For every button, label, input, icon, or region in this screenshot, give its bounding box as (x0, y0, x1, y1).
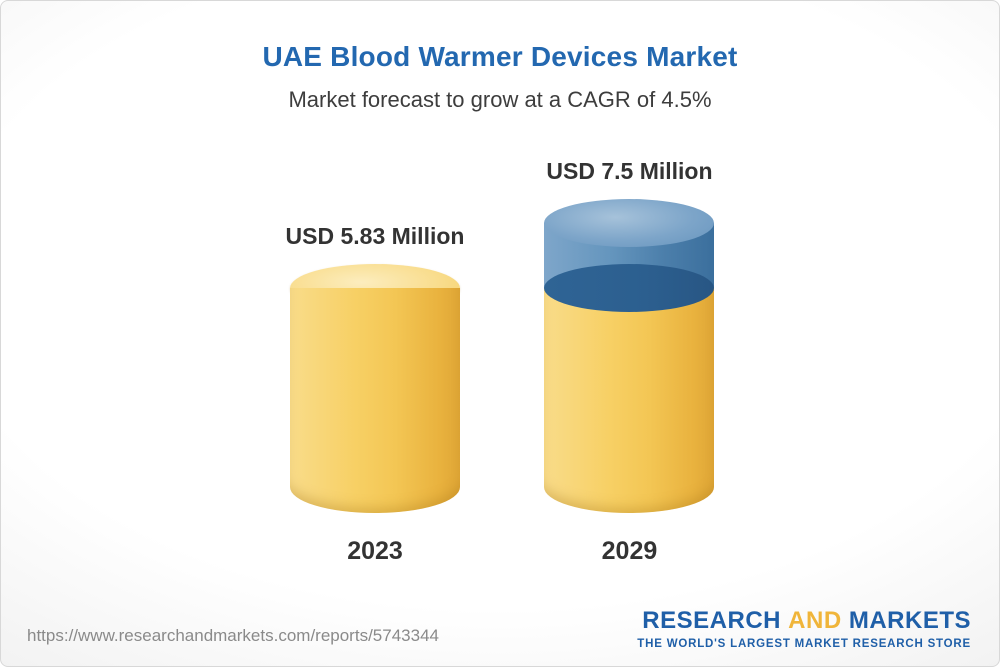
growth-segment-bottom-cap (544, 264, 715, 312)
logo-word-and: AND (788, 607, 842, 634)
logo-wordmark: RESEARCH AND MARKETS (637, 607, 971, 635)
cylinder-body-2023 (290, 288, 460, 513)
x-axis-label-2029: 2029 (601, 537, 658, 565)
bar-value-label-2023: USD 5.83 Million (285, 223, 465, 249)
logo-tagline: THE WORLD'S LARGEST MARKET RESEARCH STOR… (637, 638, 971, 650)
cylinder-bar-2029 (544, 199, 715, 513)
bar-value-label-2029: USD 7.5 Million (546, 158, 713, 184)
chart-header: UAE Blood Warmer Devices Market Market f… (1, 1, 999, 113)
logo-word-markets: MARKETS (848, 607, 971, 634)
research-and-markets-logo: RESEARCH AND MARKETS THE WORLD'S LARGEST… (637, 607, 971, 650)
chart-title: UAE Blood Warmer Devices Market (262, 41, 738, 72)
bar-group-2023: USD 5.83 Million 2023 (286, 223, 465, 566)
growth-segment-2029 (544, 199, 715, 312)
report-url: https://www.researchandmarkets.com/repor… (27, 626, 439, 645)
cylinder-body-2029 (544, 288, 715, 513)
growth-segment-top-cap (544, 199, 715, 247)
cylinder-bar-2023 (290, 264, 460, 513)
x-axis-label-2023: 2023 (347, 537, 403, 565)
logo-word-research: RESEARCH (642, 607, 781, 634)
bar-group-2029: USD 7.5 Million 2029 (544, 158, 715, 566)
bar-chart: USD 5.83 Million 2023 USD 7.5 Million 20… (1, 158, 999, 566)
base-segment-2029 (544, 288, 715, 513)
chart-subtitle: Market forecast to grow at a CAGR of 4.5… (288, 87, 712, 112)
